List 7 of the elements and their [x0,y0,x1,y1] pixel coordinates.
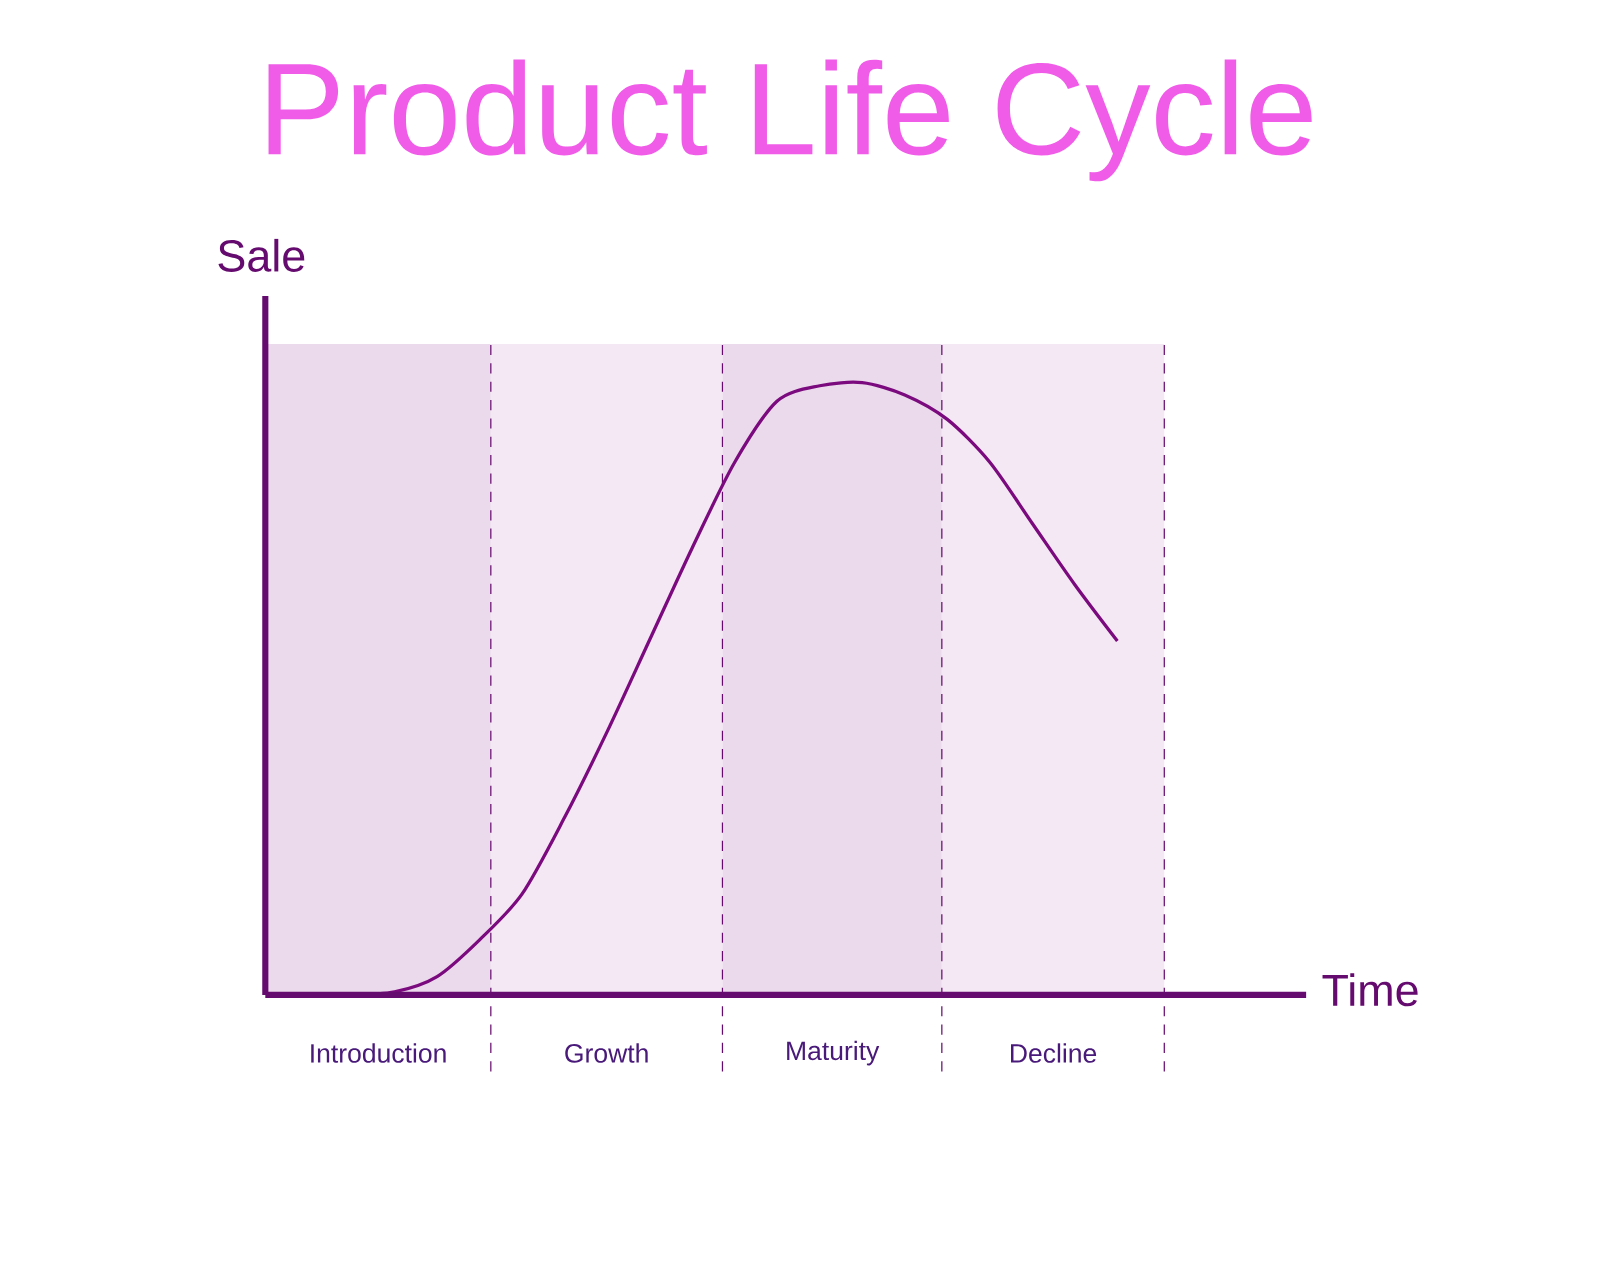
y-axis-title: Sale [218,238,305,272]
chart-title: Product Life Cycle [268,59,1312,182]
text: Introduction [311,1043,446,1063]
text: Maturity [787,1040,880,1066]
text: Decline [1011,1043,1097,1063]
x-axis-title: Time [1322,973,1418,1007]
text: Growth [565,1043,648,1063]
